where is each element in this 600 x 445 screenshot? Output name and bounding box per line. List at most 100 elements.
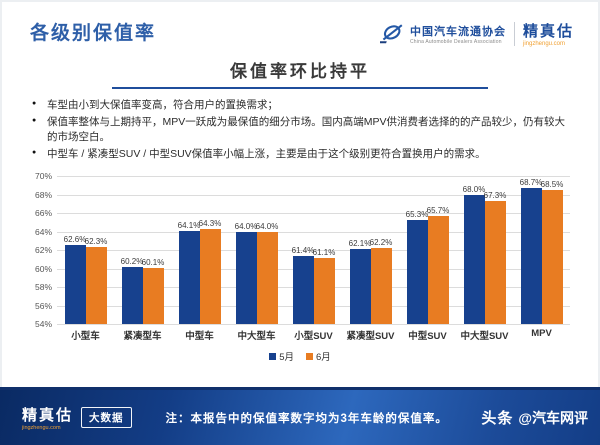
watermark-account: @汽车网评 — [518, 409, 588, 426]
bar-6月-紧凑型SUV: 62.2% — [370, 238, 392, 325]
y-tick-label: 70% — [34, 171, 52, 182]
org-subtitle: China Automobile Dealers Association — [409, 38, 502, 45]
footer-note: 注：本报告中的保值率数字均为3年车龄的保值率。 — [165, 412, 448, 425]
page-title: 各级别保值率 — [30, 23, 157, 44]
gridline — [57, 213, 570, 215]
bar-value-label: 64.0% — [234, 221, 258, 231]
y-tick-label: 56% — [34, 300, 52, 311]
bullet-item: 中型车 / 紧凑型SUV / 中型SUV保值率小幅上涨，主要是由于这个级别更符合… — [32, 147, 570, 163]
footer-brand-name: 精真估 — [22, 407, 74, 424]
logo-divider — [513, 21, 515, 46]
brand-subtitle: jingzhengu.com — [522, 41, 566, 47]
y-tick-label: 64% — [34, 226, 52, 237]
bar-5月-小型车: 62.6% — [64, 235, 86, 325]
gridline — [57, 250, 570, 252]
bar-6月-中大型SUV: 67.3% — [484, 191, 506, 325]
bar-5月-中大型车: 64.0% — [235, 222, 257, 325]
bar-5月-中型SUV: 65.3% — [406, 210, 428, 325]
slide-title: 保值率环比持平 — [230, 62, 370, 81]
y-tick-label: 54% — [34, 319, 52, 330]
bar-5月-中大型SUV: 68.0% — [463, 185, 485, 325]
legend-swatch — [306, 352, 313, 360]
bar-value-label: 62.2% — [369, 238, 393, 248]
y-tick-label: 60% — [34, 263, 52, 274]
footer-logo: 精真估 jingzhengu.com 大数据 — [22, 404, 132, 431]
chart-y-axis: 70% 68% 66% 64% 62% 60% 58% 56% 54% — [30, 171, 57, 329]
bar-value-label: 62.3% — [84, 237, 108, 247]
bar-6月-紧凑型车: 60.1% — [142, 258, 164, 325]
bar-value-label: 61.4% — [291, 245, 315, 255]
bar-value-label: 62.6% — [63, 234, 87, 244]
bar-group-中大型车: 64.0% 64.0% — [228, 176, 285, 325]
x-category-label: 中大型SUV — [460, 331, 509, 343]
title-underline — [112, 87, 488, 89]
cada-logo-text: 中国汽车流通协会 China Automobile Dealers Associ… — [410, 23, 506, 45]
brand-name: 精真估 — [522, 23, 574, 40]
bar-value-label: 61.1% — [312, 248, 336, 258]
footer-brand: 精真估 jingzhengu.com — [22, 404, 73, 431]
jingzhengu-logo: 精真估 jingzhengu.com — [523, 20, 574, 47]
title-wrap: 保值率环比持平 — [0, 57, 600, 89]
bar-5月-小型SUV: 61.4% — [292, 246, 314, 325]
legend-item-5月: 5月 — [269, 349, 294, 363]
y-tick-label: 58% — [34, 282, 52, 293]
chart-body: 70% 68% 66% 64% 62% 60% 58% 56% 54% 62.6% 62.3% 60… — [30, 171, 570, 329]
legend-item-6月: 6月 — [306, 349, 331, 363]
logo-block: 中国汽车流通协会 China Automobile Dealers Associ… — [379, 20, 574, 47]
x-category-label: 紧凑型车 — [123, 331, 162, 343]
bar-value-label: 60.1% — [141, 257, 165, 267]
bar-value-label: 60.2% — [120, 256, 144, 266]
bar-value-label: 68.0% — [462, 184, 486, 194]
bar-group-紧凑型车: 60.2% 60.1% — [114, 176, 171, 325]
x-category-label: 小型车 — [71, 331, 100, 343]
y-tick-label: 66% — [34, 208, 52, 219]
x-category-label: 紧凑型SUV — [346, 331, 395, 343]
bar-6月-MPV: 68.5% — [541, 180, 563, 325]
gridline — [57, 176, 570, 178]
bar-value-label: 65.3% — [405, 209, 429, 219]
bar-group-紧凑型SUV: 62.1% 62.2% — [342, 176, 399, 325]
bar-6月-小型SUV: 61.1% — [313, 248, 335, 325]
watermark-toutiao: 头条 — [481, 410, 514, 427]
chart-x-labels: 小型车 紧凑型车 中型车 中大型车 小型SUV 紧凑型SUV 中型SUV 中大型SUV MPV — [57, 328, 570, 342]
bar-6月-小型车: 62.3% — [85, 237, 107, 325]
gridline — [57, 231, 570, 233]
bar-5月-中型车: 64.1% — [178, 221, 200, 325]
bar-value-label: 64.0% — [255, 221, 279, 231]
cada-logo: 中国汽车流通协会 China Automobile Dealers Associ… — [379, 22, 506, 46]
x-category-label: 中型车 — [185, 331, 214, 343]
chart-plot: 62.6% 62.3% 60.2% 60.1% 64.1% 64.3% 64.0% 64.0%… — [57, 176, 570, 326]
footer-brand-subtitle: jingzhengu.com — [22, 425, 61, 431]
bar-chart: 70% 68% 66% 64% 62% 60% 58% 56% 54% 62.6% 62.3% 60… — [30, 171, 570, 363]
bar-value-label: 68.5% — [540, 180, 564, 189]
bar-value-label: 64.3% — [198, 218, 222, 228]
gridline — [57, 324, 570, 326]
y-tick-label: 68% — [34, 189, 52, 200]
bar-5月-紧凑型车: 60.2% — [121, 257, 143, 325]
watermark: 头条 @汽车网评 — [481, 407, 588, 428]
y-tick-label: 62% — [34, 245, 52, 256]
bar-group-中大型SUV: 68.0% 67.3% — [456, 176, 513, 325]
chart-legend: 5月 6月 — [30, 349, 570, 363]
legend-swatch — [269, 352, 277, 360]
bar-group-中型SUV: 65.3% 65.7% — [399, 176, 456, 325]
bar-value-label: 67.3% — [483, 191, 507, 201]
bullet-list: 车型由小到大保值率变高，符合用户的置换需求； 保值率整体与上期持平，MPV一跃成… — [32, 98, 570, 162]
bar-6月-中大型车: 64.0% — [256, 222, 278, 325]
bar-value-label: 64.1% — [177, 220, 201, 230]
bullet-item: 保值率整体与上期持平，MPV一跃成为最保值的细分市场。国内高端MPV供消费者选择… — [32, 115, 570, 146]
gridline — [57, 194, 570, 196]
big-data-badge: 大数据 — [81, 407, 132, 428]
bar-value-label: 65.7% — [426, 205, 450, 215]
bar-5月-紧凑型SUV: 62.1% — [349, 239, 371, 325]
bullet-item: 车型由小到大保值率变高，符合用户的置换需求； — [32, 98, 570, 114]
chart-groups: 62.6% 62.3% 60.2% 60.1% 64.1% 64.3% 64.0% 64.0%… — [57, 176, 570, 325]
bar-group-小型车: 62.6% 62.3% — [57, 176, 114, 325]
bar-value-label: 68.7% — [519, 178, 543, 188]
cada-logo-icon — [379, 23, 403, 43]
x-category-label: 小型SUV — [294, 331, 333, 343]
bar-6月-中型SUV: 65.7% — [427, 206, 449, 325]
bar-value-label: 62.1% — [348, 239, 372, 249]
bar-group-MPV: 68.7% 68.5% — [513, 176, 570, 325]
x-category-label: 中大型车 — [237, 331, 276, 343]
